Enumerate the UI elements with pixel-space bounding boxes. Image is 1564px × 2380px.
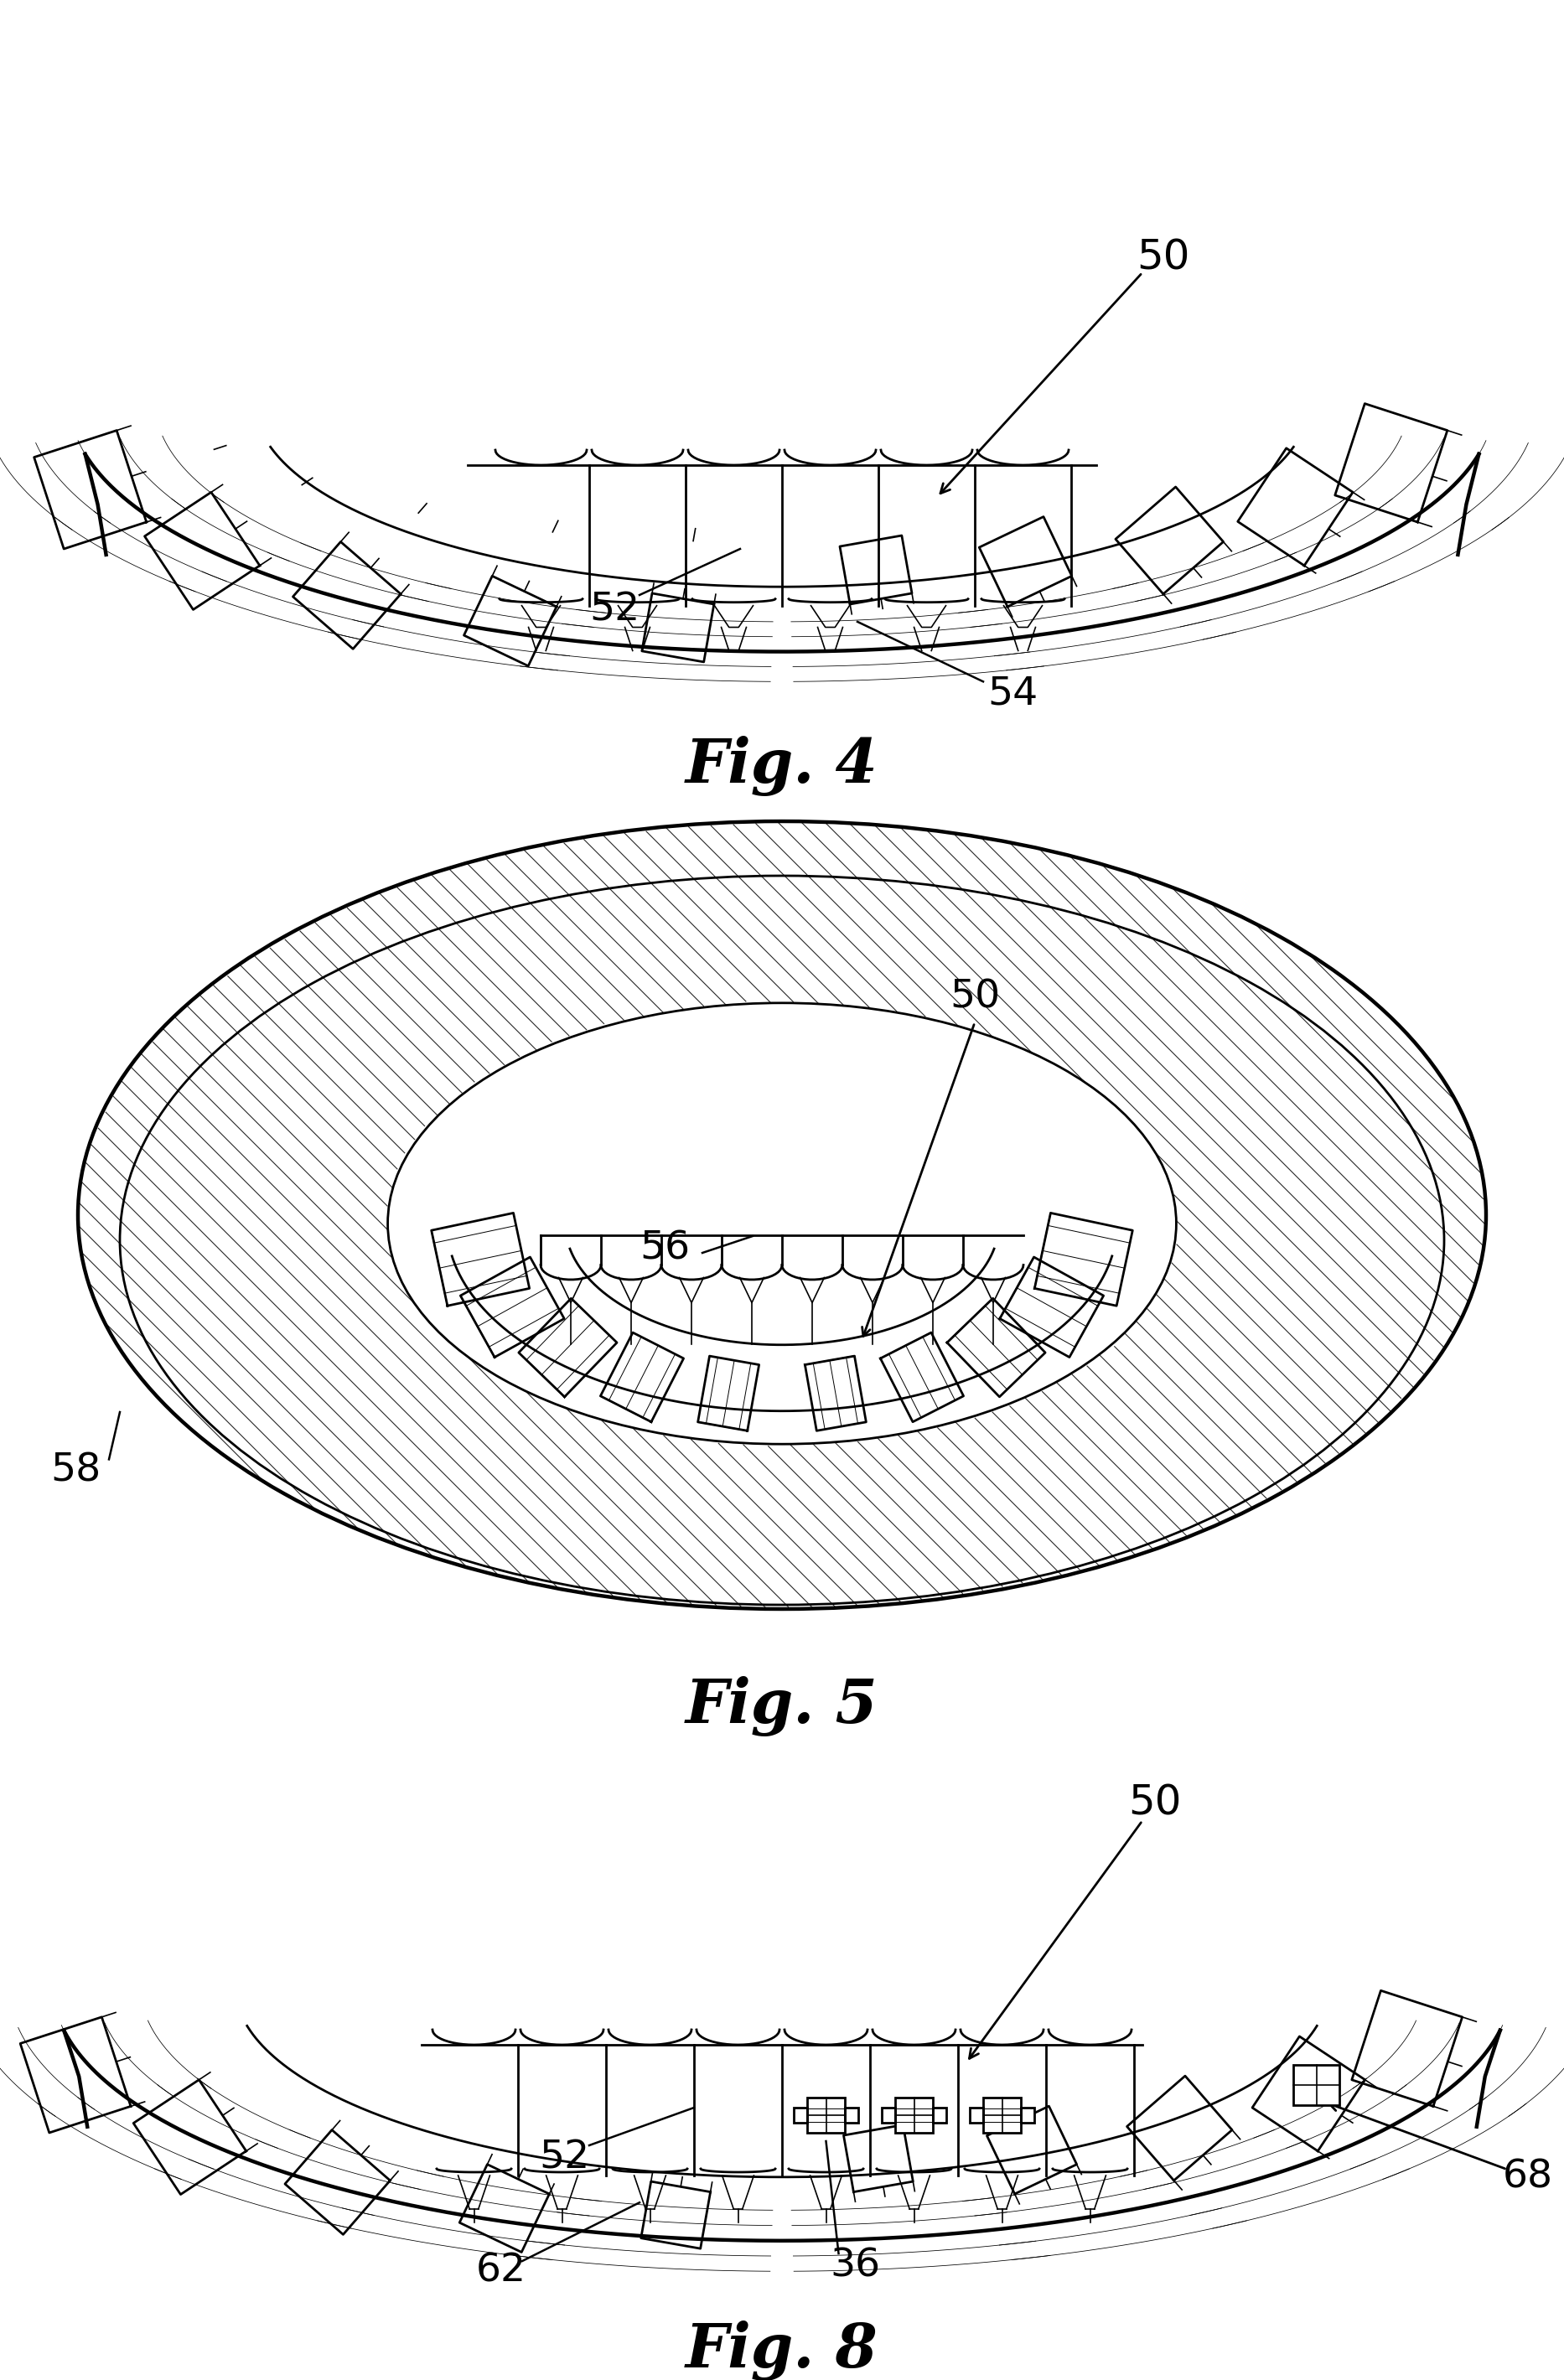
Text: Fig. 4: Fig. 4 [685, 735, 879, 795]
Text: 62: 62 [475, 2251, 527, 2290]
Text: 50: 50 [1137, 238, 1190, 278]
Text: 68: 68 [1503, 2159, 1553, 2197]
Text: 50: 50 [949, 978, 999, 1016]
Text: 56: 56 [640, 1230, 690, 1269]
Text: Fig. 5: Fig. 5 [685, 1676, 879, 1737]
Bar [1293, 2066, 1339, 2106]
Bar [882, 2109, 946, 2123]
Text: 52: 52 [540, 2140, 590, 2178]
Bar [932, 2109, 946, 2123]
Text: 54: 54 [987, 676, 1038, 714]
Bar [807, 2097, 845, 2132]
Bar [984, 2097, 1021, 2132]
Text: 50: 50 [1128, 1783, 1181, 1823]
Bar [1021, 2109, 1034, 2123]
Text: 58: 58 [50, 1452, 100, 1490]
Bar [807, 2097, 845, 2132]
Text: Fig. 8: Fig. 8 [685, 2320, 879, 2380]
Bar [795, 2109, 859, 2123]
Bar [845, 2109, 859, 2123]
Bar [895, 2097, 932, 2132]
Bar [970, 2109, 1034, 2123]
Text: 52: 52 [590, 590, 640, 628]
Bar [795, 2109, 807, 2123]
Ellipse shape [388, 1002, 1176, 1445]
Text: 36: 36 [830, 2247, 881, 2285]
Bar [895, 2097, 932, 2132]
Bar [882, 2109, 895, 2123]
Bar [1293, 2066, 1339, 2106]
Bar [984, 2097, 1021, 2132]
Bar [970, 2109, 984, 2123]
